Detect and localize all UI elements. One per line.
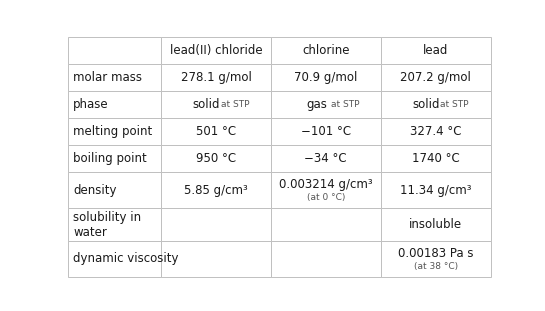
Bar: [68, 37, 161, 64]
Bar: [68, 172, 161, 208]
Text: 950 °C: 950 °C: [196, 152, 236, 165]
Text: 1740 °C: 1740 °C: [411, 152, 459, 165]
Bar: [68, 91, 161, 118]
Bar: [271, 118, 380, 145]
Text: at STP: at STP: [221, 100, 249, 109]
Bar: [161, 241, 271, 277]
Text: gas: gas: [306, 98, 327, 111]
Text: 0.003214 g/cm³: 0.003214 g/cm³: [279, 179, 373, 191]
Text: −101 °C: −101 °C: [301, 125, 351, 138]
Bar: [161, 172, 271, 208]
Text: 278.1 g/mol: 278.1 g/mol: [180, 71, 251, 84]
Text: 207.2 g/mol: 207.2 g/mol: [400, 71, 471, 84]
Bar: [271, 91, 380, 118]
Bar: [271, 145, 380, 172]
Text: solid: solid: [413, 98, 440, 111]
Text: solid: solid: [193, 98, 220, 111]
Text: molar mass: molar mass: [73, 71, 142, 84]
Text: (at 0 °C): (at 0 °C): [307, 193, 345, 202]
Bar: [161, 37, 271, 64]
Bar: [271, 37, 380, 64]
Text: melting point: melting point: [73, 125, 153, 138]
Bar: [161, 64, 271, 91]
Bar: [271, 64, 380, 91]
Bar: [68, 145, 161, 172]
Text: 11.34 g/cm³: 11.34 g/cm³: [400, 184, 471, 197]
Bar: [380, 208, 490, 241]
Bar: [161, 91, 271, 118]
Bar: [271, 241, 380, 277]
Text: at STP: at STP: [330, 100, 359, 109]
Text: density: density: [73, 184, 117, 197]
Bar: [271, 208, 380, 241]
Bar: [380, 118, 490, 145]
Text: 327.4 °C: 327.4 °C: [410, 125, 461, 138]
Text: insoluble: insoluble: [409, 218, 462, 231]
Text: 5.85 g/cm³: 5.85 g/cm³: [184, 184, 248, 197]
Bar: [380, 241, 490, 277]
Text: lead(II) chloride: lead(II) chloride: [169, 44, 262, 57]
Bar: [380, 172, 490, 208]
Bar: [68, 208, 161, 241]
Text: chlorine: chlorine: [302, 44, 349, 57]
Text: phase: phase: [73, 98, 109, 111]
Bar: [380, 64, 490, 91]
Text: dynamic viscosity: dynamic viscosity: [73, 253, 179, 266]
Bar: [161, 118, 271, 145]
Bar: [68, 64, 161, 91]
Text: 70.9 g/mol: 70.9 g/mol: [294, 71, 358, 84]
Bar: [380, 91, 490, 118]
Bar: [271, 172, 380, 208]
Bar: [68, 118, 161, 145]
Text: at STP: at STP: [440, 100, 469, 109]
Text: solubility in
water: solubility in water: [73, 211, 141, 239]
Bar: [68, 241, 161, 277]
Bar: [380, 145, 490, 172]
Bar: [161, 145, 271, 172]
Text: lead: lead: [423, 44, 449, 57]
Text: 501 °C: 501 °C: [196, 125, 236, 138]
Text: 0.00183 Pa s: 0.00183 Pa s: [398, 247, 474, 260]
Bar: [161, 208, 271, 241]
Text: −34 °C: −34 °C: [305, 152, 347, 165]
Bar: [380, 37, 490, 64]
Text: (at 38 °C): (at 38 °C): [414, 262, 458, 271]
Text: boiling point: boiling point: [73, 152, 147, 165]
